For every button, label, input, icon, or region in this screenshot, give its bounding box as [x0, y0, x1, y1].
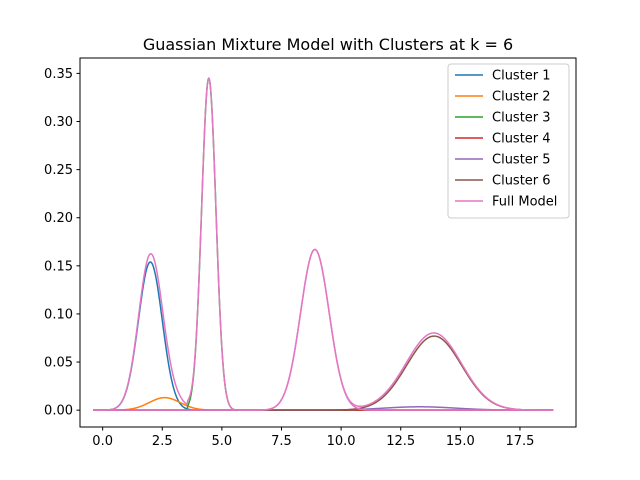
y-tick-label: 0.00 [44, 404, 73, 419]
y-tick-label: 0.25 [44, 163, 73, 178]
y-tick-label: 0.20 [44, 211, 73, 226]
legend-label-cluster-2: Cluster 2 [492, 90, 551, 105]
y-axis: 0.00 0.05 0.10 0.15 0.20 0.25 0.30 0.35 [44, 67, 80, 419]
x-tick-label: 2.5 [152, 434, 173, 449]
series-line-full-model [93, 77, 554, 411]
legend-label-full-model: Full Model [492, 195, 557, 210]
plot-layer [93, 77, 554, 411]
x-tick-label: 10.0 [327, 434, 356, 449]
x-tick-label: 15.0 [446, 434, 475, 449]
y-tick-label: 0.10 [44, 307, 73, 322]
y-tick-label: 0.30 [44, 115, 73, 130]
legend-label-cluster-3: Cluster 3 [492, 111, 551, 126]
y-tick-label: 0.15 [44, 259, 73, 274]
x-tick-label: 0.0 [92, 434, 113, 449]
x-tick-label: 17.5 [505, 434, 534, 449]
legend-label-cluster-1: Cluster 1 [492, 69, 551, 84]
legend: Cluster 1 Cluster 2 Cluster 3 Cluster 4 Clus… [447, 63, 570, 219]
legend-label-cluster-6: Cluster 6 [492, 174, 551, 189]
legend-label-cluster-5: Cluster 5 [492, 153, 551, 168]
x-axis: 0.0 2.5 5.0 7.5 10.0 12.5 15.0 17.5 [92, 427, 534, 449]
legend-label-cluster-4: Cluster 4 [492, 132, 551, 147]
y-tick-label: 0.05 [44, 356, 73, 371]
x-tick-label: 5.0 [212, 434, 233, 449]
axes-frame [79, 57, 577, 428]
y-tick-label: 0.35 [44, 67, 73, 82]
chart-title: Guassian Mixture Model with Clusters at … [143, 35, 513, 54]
x-tick-label: 7.5 [271, 434, 292, 449]
x-tick-label: 12.5 [386, 434, 415, 449]
